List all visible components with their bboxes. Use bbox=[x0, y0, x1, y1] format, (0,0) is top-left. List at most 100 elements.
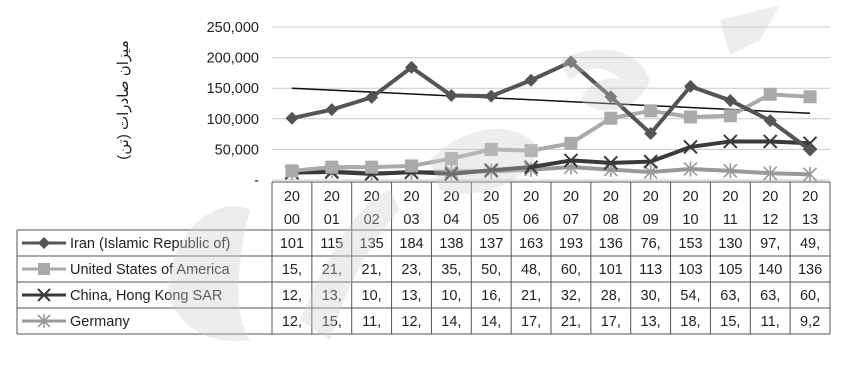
data-point bbox=[684, 110, 697, 124]
x-tick-label: 07 bbox=[563, 212, 579, 228]
table-cell: 138 bbox=[439, 236, 463, 252]
y-tick-label: 200,000 bbox=[207, 51, 259, 67]
data-point bbox=[644, 126, 658, 140]
legend-label: Germany bbox=[70, 314, 130, 330]
x-tick-label: 20 bbox=[523, 189, 539, 205]
data-point bbox=[763, 165, 778, 181]
watermark-shape bbox=[430, 128, 540, 194]
watermark-shape bbox=[168, 206, 250, 342]
table-cell: 140 bbox=[758, 262, 782, 278]
table-cell: 12, bbox=[401, 314, 421, 330]
x-tick-label: 12 bbox=[762, 212, 778, 228]
table-cell: 103 bbox=[678, 262, 702, 278]
watermark-shape bbox=[300, 190, 400, 340]
data-point bbox=[723, 134, 738, 149]
data-point bbox=[444, 163, 459, 179]
data-point bbox=[604, 90, 618, 104]
table-cell: 17, bbox=[521, 314, 541, 330]
x-tick-label: 01 bbox=[324, 212, 340, 228]
series-line bbox=[291, 92, 811, 173]
table-cell: 30, bbox=[641, 288, 661, 304]
table-cell: 184 bbox=[399, 236, 423, 252]
table-cell: 63, bbox=[720, 288, 740, 304]
data-point bbox=[803, 90, 817, 104]
data-point bbox=[763, 134, 778, 149]
table-cell: 16, bbox=[481, 288, 501, 304]
table-cell: 163 bbox=[519, 236, 543, 252]
data-point bbox=[37, 314, 51, 328]
y-axis-label: میزان صادرات (تن) bbox=[115, 40, 132, 159]
data-point bbox=[365, 90, 379, 104]
table-cell: 21, bbox=[322, 262, 342, 278]
data-point bbox=[803, 166, 818, 182]
y-tick-label: 50,000 bbox=[215, 142, 259, 158]
x-tick-label: 20 bbox=[403, 189, 419, 205]
table-cell: 14, bbox=[441, 314, 461, 330]
data-point bbox=[444, 89, 458, 103]
data-table: 20 00 20 01 20 02 20 03 20 04 20 05 20 06 20 07 20 08 20 09… bbox=[16, 181, 831, 335]
data-point bbox=[444, 166, 459, 182]
table-cell: 32, bbox=[561, 288, 581, 304]
table-cell: 23, bbox=[401, 262, 421, 278]
table-cell: 10, bbox=[362, 288, 382, 304]
data-point bbox=[603, 155, 618, 171]
x-tick-label: 20 bbox=[802, 189, 818, 205]
data-point bbox=[38, 263, 50, 275]
x-tick-label: 20 bbox=[364, 189, 380, 205]
data-point bbox=[484, 163, 499, 178]
table-cell: 136 bbox=[599, 236, 623, 252]
y-tick-label: 100,000 bbox=[207, 112, 259, 128]
series-line bbox=[291, 59, 812, 152]
data-point bbox=[564, 55, 578, 69]
data-point bbox=[285, 164, 299, 178]
table-cell: 10, bbox=[441, 288, 461, 304]
table-cell: 11, bbox=[761, 314, 780, 330]
y-tick-label: - bbox=[254, 173, 259, 189]
data-point bbox=[405, 60, 418, 74]
series-lines bbox=[284, 55, 818, 182]
data-point bbox=[763, 114, 777, 128]
table-cell: 12, bbox=[282, 314, 302, 330]
table-cell: 60, bbox=[561, 262, 581, 278]
table-cell: 15, bbox=[720, 314, 740, 330]
data-point bbox=[523, 159, 539, 175]
table-cell: 35, bbox=[441, 262, 461, 278]
table-cell: 115 bbox=[320, 236, 343, 252]
table-cell: 13, bbox=[322, 288, 342, 304]
table-cell: 14, bbox=[481, 314, 501, 330]
table-cell: 13, bbox=[401, 288, 421, 304]
table-cell: 54, bbox=[680, 288, 700, 304]
x-tick-label: 20 bbox=[682, 189, 698, 205]
series-line bbox=[291, 139, 811, 176]
legend-label: United States of America bbox=[70, 262, 231, 278]
watermark-shape bbox=[560, 49, 650, 111]
series-united-states-of-america bbox=[285, 87, 817, 178]
watermark-shape bbox=[720, 5, 780, 55]
x-tick-label: 09 bbox=[643, 212, 659, 228]
table-cell: 17, bbox=[601, 314, 621, 330]
data-point bbox=[604, 111, 618, 125]
table-cell: 60, bbox=[800, 288, 820, 304]
x-tick-label: 20 bbox=[324, 189, 340, 205]
data-point bbox=[285, 111, 299, 125]
x-tick-label: 11 bbox=[723, 212, 738, 228]
x-tick-label: 13 bbox=[802, 212, 818, 228]
table-cell: 21, bbox=[561, 314, 581, 330]
x-tick-label: 20 bbox=[483, 189, 499, 205]
table-cell: 113 bbox=[639, 262, 662, 278]
x-tick-label: 20 bbox=[603, 189, 619, 205]
data-point bbox=[723, 109, 737, 123]
x-tick-label: 20 bbox=[284, 189, 300, 205]
data-point bbox=[683, 161, 698, 177]
x-tick-label: 20 bbox=[722, 189, 738, 205]
table-cell: 15, bbox=[282, 262, 302, 278]
data-point bbox=[723, 163, 738, 179]
data-point bbox=[723, 93, 737, 107]
y-tick-label: 150,000 bbox=[207, 81, 259, 97]
table-cell: 193 bbox=[559, 236, 583, 252]
table-cell: 137 bbox=[479, 236, 503, 252]
data-point bbox=[643, 164, 658, 180]
table-cell: 136 bbox=[798, 262, 822, 278]
table-cell: 76, bbox=[641, 236, 661, 252]
table-cell: 63, bbox=[760, 288, 780, 304]
